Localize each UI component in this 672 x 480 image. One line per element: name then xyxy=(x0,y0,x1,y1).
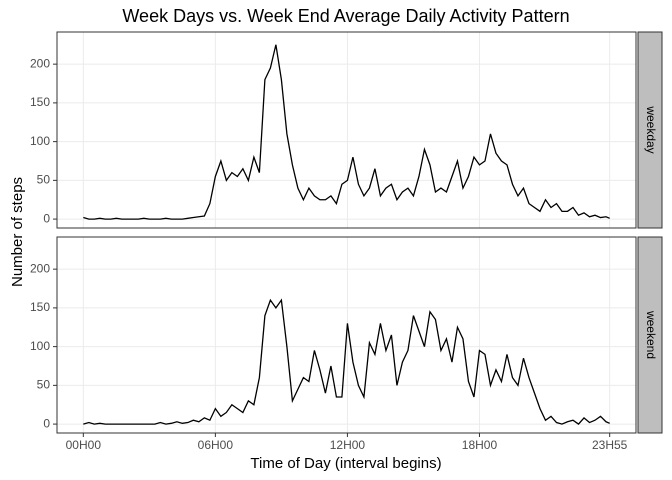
y-tick-label: 0 xyxy=(43,211,50,225)
x-tick-label: 12H00 xyxy=(330,438,366,452)
panel-border xyxy=(56,31,637,229)
line xyxy=(83,298,610,425)
facet-label: weekday xyxy=(644,105,658,153)
chart-title: Week Days vs. Week End Average Daily Act… xyxy=(122,6,569,26)
facet-label: weekend xyxy=(644,310,658,359)
y-tick-label: 50 xyxy=(37,378,51,392)
x-tick-label: 23H55 xyxy=(592,438,628,452)
y-tick-label: 0 xyxy=(43,416,50,430)
facet-strip xyxy=(637,31,663,229)
x-tick-label: 06H00 xyxy=(198,438,234,452)
y-tick-label: 150 xyxy=(30,95,50,109)
y-tick-label: 50 xyxy=(37,173,51,187)
panel-background xyxy=(57,32,636,228)
x-axis-label: Time of Day (interval begins) xyxy=(250,455,441,472)
y-tick-label: 200 xyxy=(30,56,50,70)
y-axis-label: Number of steps xyxy=(9,177,26,287)
x-tick-label: 18H00 xyxy=(462,438,498,452)
panel-border xyxy=(56,236,637,434)
line xyxy=(83,44,610,220)
y-tick-label: 100 xyxy=(30,339,50,353)
y-tick-label: 200 xyxy=(30,261,50,275)
y-tick-label: 150 xyxy=(30,300,50,314)
facet-strip xyxy=(637,236,663,434)
x-tick-label: 00H00 xyxy=(66,438,102,452)
y-tick-label: 100 xyxy=(30,134,50,148)
